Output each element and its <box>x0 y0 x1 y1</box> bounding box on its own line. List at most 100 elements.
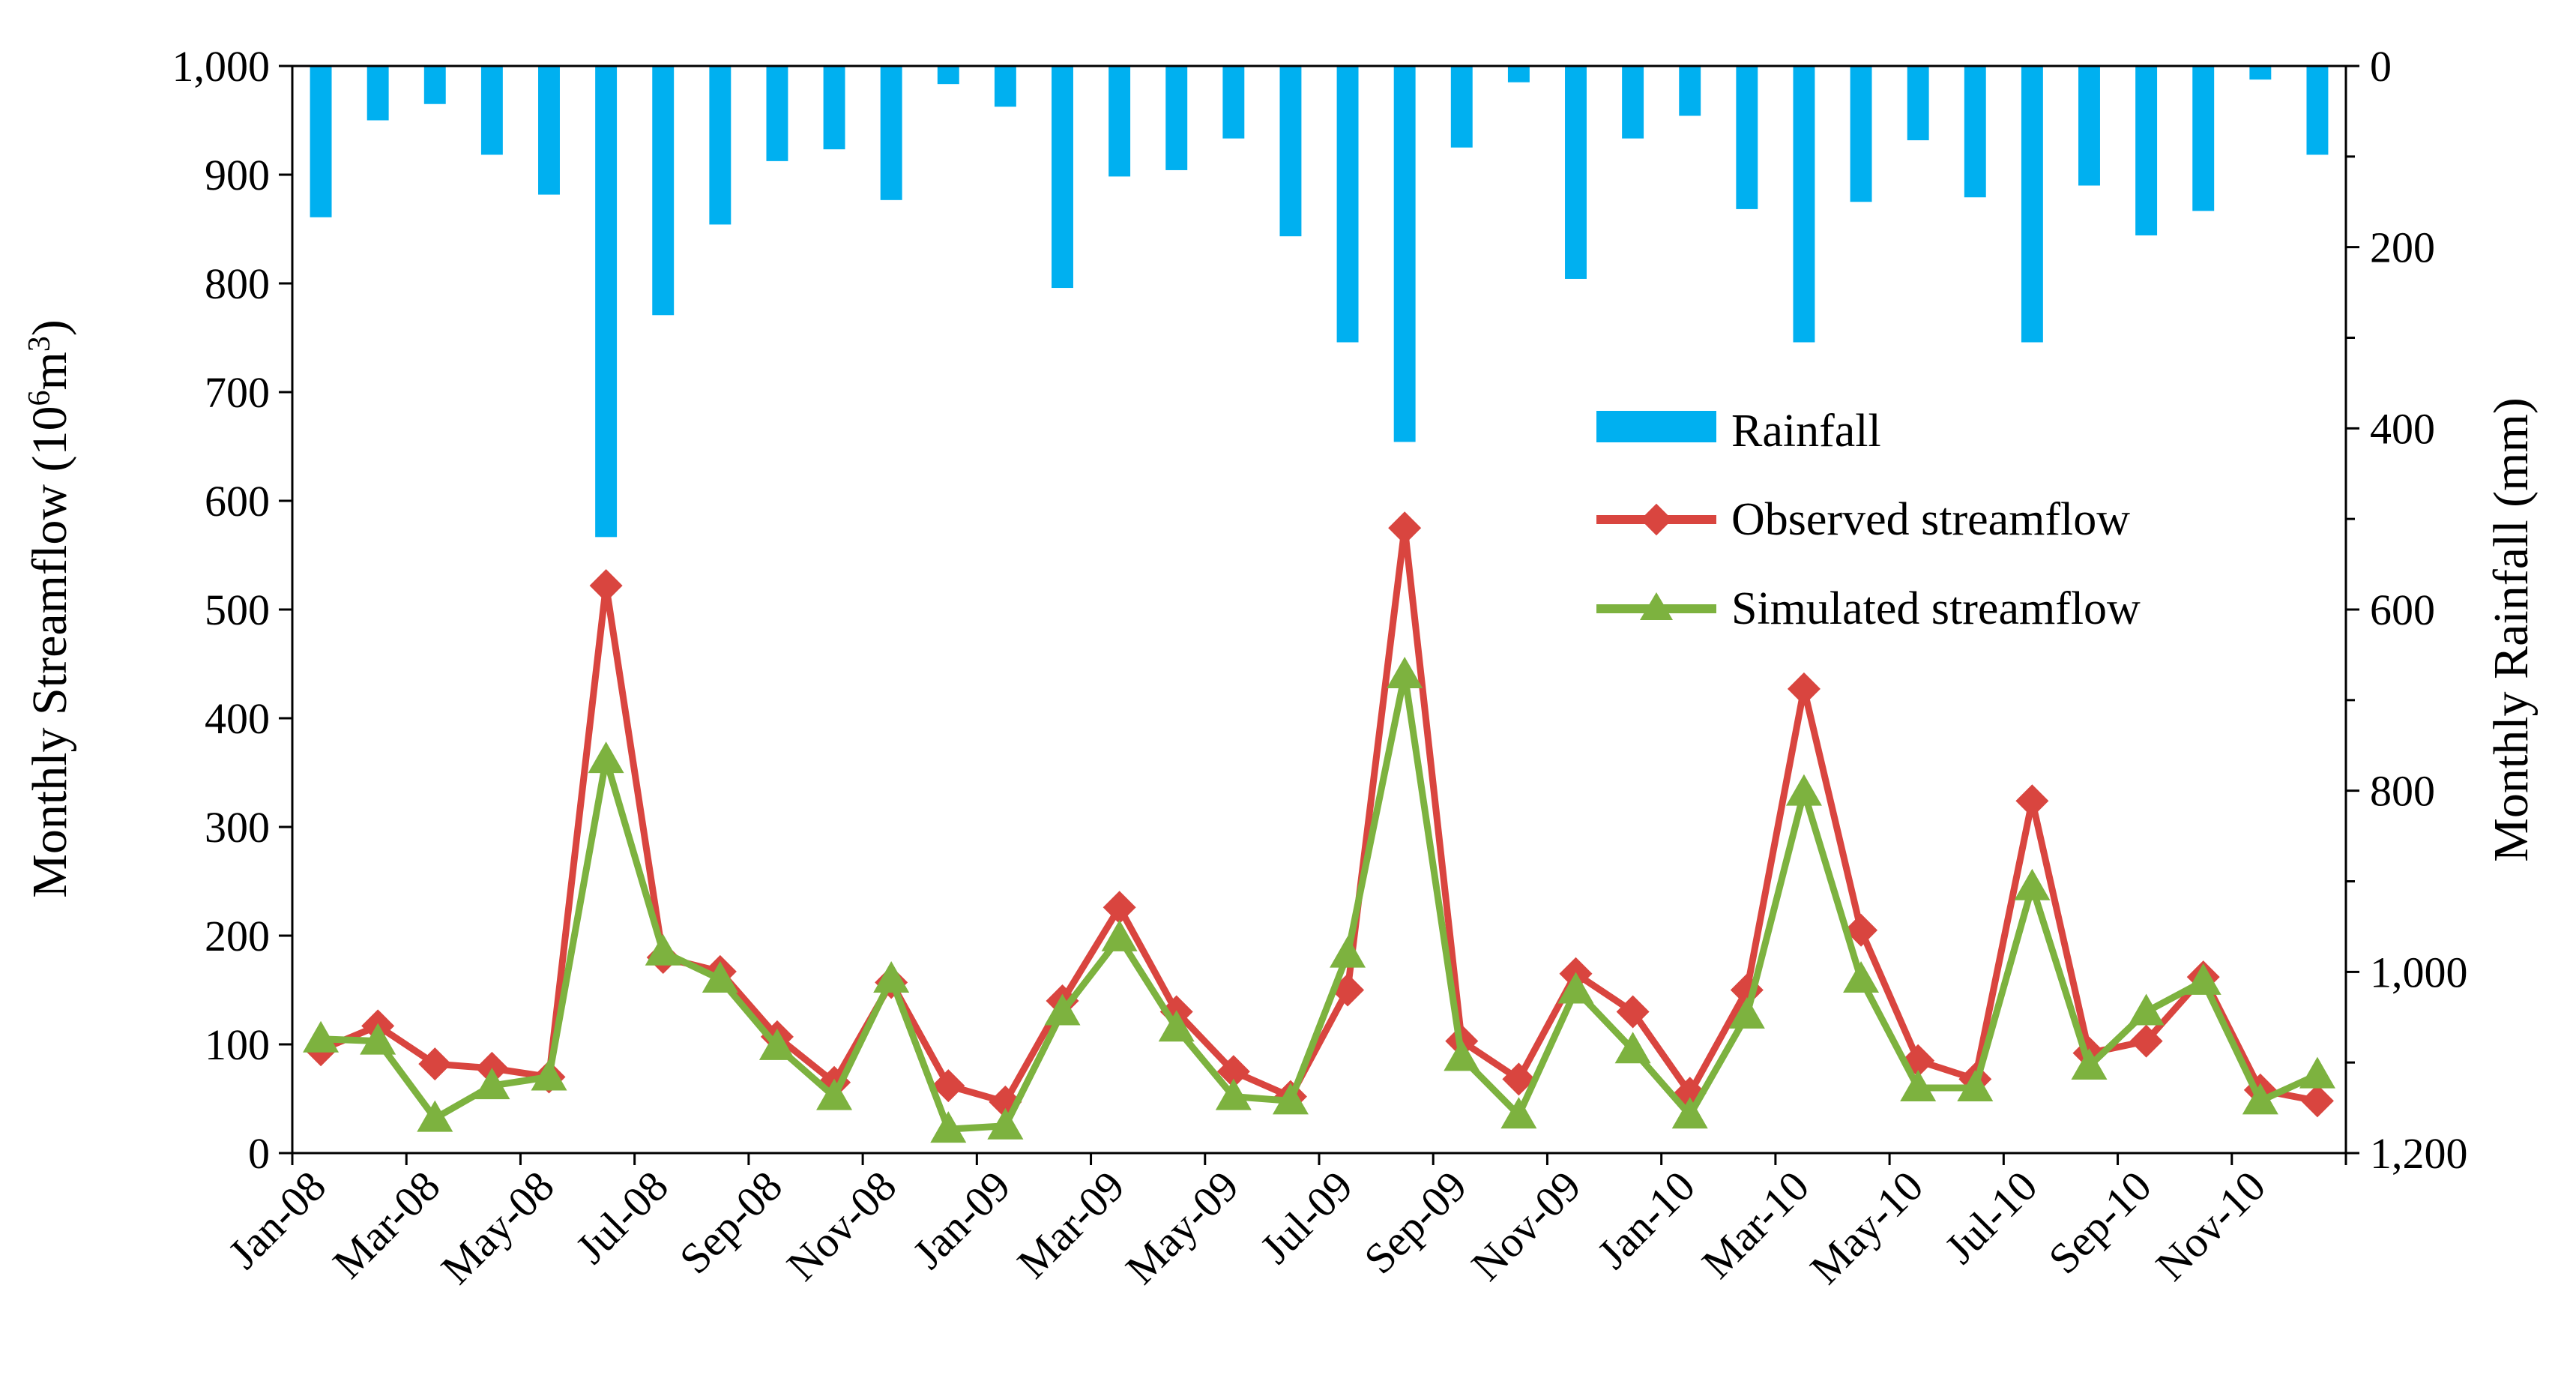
rainfall-bar <box>1336 66 1359 343</box>
x-tick-label: Nov-10 <box>2147 1161 2275 1290</box>
rainfall-bar <box>1165 66 1188 170</box>
right-tick-label: 1,200 <box>2370 1129 2468 1178</box>
rainfall-bar <box>1622 66 1644 139</box>
x-tick-label: Sep-08 <box>670 1161 791 1283</box>
simulated-point <box>303 1020 340 1053</box>
simulated-point <box>1957 1070 1994 1101</box>
left-tick-label: 700 <box>205 368 270 417</box>
legend-observed-marker <box>1640 503 1673 536</box>
x-tick-label: May-10 <box>1801 1161 1933 1293</box>
simulated-point <box>702 961 738 993</box>
x-tick-label: Sep-10 <box>2039 1161 2161 1283</box>
rainfall-bar <box>1736 66 1758 209</box>
simulated-point <box>417 1100 453 1132</box>
rainfall-bar <box>1393 66 1416 442</box>
left-tick-label: 300 <box>205 803 270 852</box>
observed-point <box>2129 1024 2163 1058</box>
left-axis-title: Monthly Streamflow (106m3) <box>22 319 77 898</box>
legend: Rainfall Observed streamflow Simulated s… <box>1596 406 2141 634</box>
simulated-point <box>1614 1032 1651 1064</box>
right-tick-label: 0 <box>2370 42 2392 91</box>
rainfall-bar <box>538 66 560 195</box>
simulated-point <box>588 741 624 774</box>
rainfall-bar <box>2135 66 2158 235</box>
simulated-point <box>1044 993 1081 1026</box>
observed-point <box>2300 1084 2334 1118</box>
simulated-point <box>645 933 681 966</box>
x-tick-label: Jan-09 <box>903 1161 1019 1278</box>
rainfall-bar <box>994 66 1016 107</box>
simulated-point <box>1900 1070 1937 1101</box>
rainfall-bar <box>1850 66 1872 202</box>
observed-point <box>1388 511 1422 545</box>
x-tick-label: Jul-08 <box>566 1161 677 1272</box>
simulated-point <box>1671 1097 1708 1129</box>
left-tick-label: 800 <box>205 259 270 308</box>
rainfall-bar <box>310 66 332 217</box>
rainfall-bar <box>1679 66 1701 116</box>
observed-point <box>1502 1062 1536 1096</box>
x-tick-label: Mar-08 <box>323 1161 449 1287</box>
legend-simulated-marker <box>1640 592 1673 620</box>
simulated-point <box>1101 919 1138 951</box>
simulated-point <box>873 961 910 993</box>
rainfall-bar <box>2249 66 2272 80</box>
simulated-point <box>2014 868 2051 900</box>
simulated-point <box>2242 1083 2278 1115</box>
right-tick-label: 400 <box>2370 404 2435 453</box>
rainfall-bar <box>1907 66 1929 141</box>
simulated-point <box>2128 993 2165 1026</box>
rainfall-bars <box>310 66 2329 538</box>
observed-point <box>2015 784 2049 818</box>
x-tick-label: Jul-09 <box>1251 1161 1362 1272</box>
right-tick-label: 600 <box>2370 586 2435 634</box>
axes: 0 100 200 300 400 500 600 700 800 900 1,000 0 200 400… <box>172 42 2468 1293</box>
simulated-point <box>1843 961 1880 993</box>
observed-point <box>1216 1055 1250 1089</box>
rainfall-bar <box>1565 66 1587 279</box>
x-tick-label: May-08 <box>432 1161 564 1293</box>
simulated-line <box>320 671 2319 1133</box>
simulated-point <box>1330 936 1366 968</box>
observed-point <box>1844 913 1878 947</box>
simulated-point <box>360 1023 396 1055</box>
left-tick-label: 0 <box>248 1129 270 1178</box>
simulated-point <box>1215 1078 1252 1110</box>
simulated-point <box>2185 963 2221 995</box>
rainfall-bar <box>709 66 732 225</box>
rainfall-bar <box>1507 66 1530 82</box>
rainfall-bar <box>2078 66 2100 186</box>
simulated-point <box>816 1078 853 1110</box>
simulated-point <box>1272 1083 1309 1115</box>
x-tick-label: Jan-10 <box>1588 1161 1704 1278</box>
simulated-point <box>758 1028 795 1060</box>
simulated-point <box>1158 1010 1195 1042</box>
rainfall-bar <box>652 66 675 316</box>
rainfall-bar <box>880 66 902 200</box>
legend-rainfall-swatch <box>1596 411 1716 442</box>
simulated-point <box>531 1059 567 1091</box>
x-tick-label: Jan-08 <box>219 1161 335 1278</box>
rainfall-bar <box>480 66 503 155</box>
simulated-point <box>1444 1039 1480 1071</box>
rainfall-bar <box>595 66 618 538</box>
x-tick-label: Sep-09 <box>1354 1161 1476 1283</box>
observed-point <box>589 569 623 603</box>
rainfall-bar <box>2021 66 2043 343</box>
observed-point <box>418 1047 452 1081</box>
x-tick-label: Nov-09 <box>1462 1161 1590 1290</box>
observed-point <box>1787 672 1821 705</box>
simulated-point <box>2071 1048 2108 1080</box>
simulated-point <box>930 1111 967 1143</box>
rainfall-bar <box>1279 66 1302 237</box>
left-tick-label: 900 <box>205 151 270 199</box>
left-tick-label: 400 <box>205 694 270 743</box>
simulated-point <box>1728 996 1765 1029</box>
rainfall-bar <box>2192 66 2215 211</box>
left-tick-label: 500 <box>205 586 270 634</box>
rainfall-bar <box>1793 66 1815 343</box>
left-tick-label: 100 <box>205 1020 270 1069</box>
legend-rainfall-label: Rainfall <box>1731 406 1881 457</box>
simulated-point <box>474 1068 510 1100</box>
